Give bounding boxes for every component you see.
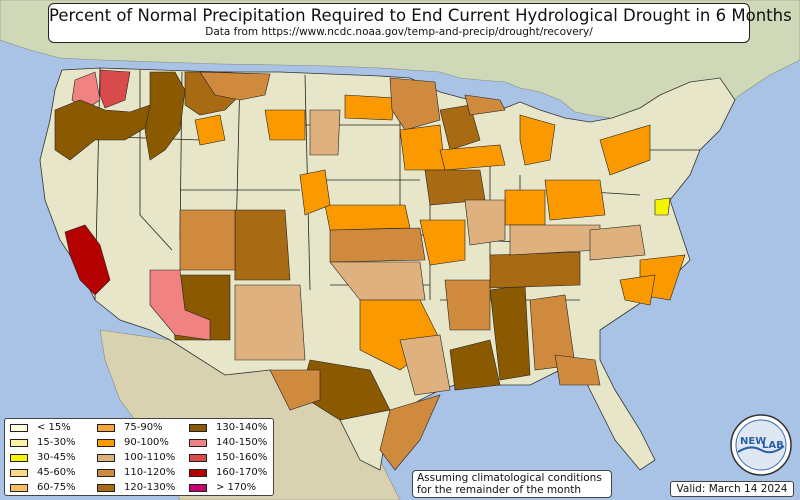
legend-label: 140-150% [216, 437, 268, 448]
region-ne [324, 204, 411, 231]
legend-label: > 170% [216, 482, 257, 493]
legend-item: 30-45% [10, 452, 76, 463]
legend-label: < 15% [37, 422, 71, 433]
region-tx-east [399, 334, 451, 396]
legend-swatch [10, 453, 28, 462]
region-tx-west [269, 369, 321, 411]
legend-item: 60-75% [10, 482, 76, 493]
legend-item: 45-60% [10, 467, 76, 478]
region-il [464, 199, 506, 246]
region-md [654, 197, 671, 216]
region-ia [439, 144, 506, 171]
legend-swatch [10, 423, 28, 432]
legend-swatch [189, 483, 207, 492]
legend-swatch [189, 423, 207, 432]
region-mn-orange [399, 124, 446, 171]
region-montana-orange [194, 114, 226, 146]
legend-swatch [10, 438, 28, 447]
legend-label: 30-45% [37, 452, 76, 463]
legend-swatch [97, 453, 115, 462]
region-ca-red [64, 224, 111, 296]
legend-item: 100-110% [97, 452, 175, 463]
region-ut [179, 209, 236, 271]
legend-label: 45-60% [37, 467, 76, 478]
region-mn [389, 77, 441, 131]
region-az-pink [149, 269, 211, 341]
region-tn [489, 251, 581, 289]
legend-label: 90-100% [124, 437, 169, 448]
legend-item: 75-90% [97, 422, 163, 433]
region-mi-lower [519, 114, 556, 166]
legend-item: < 15% [10, 422, 71, 433]
logo-text-left: NEW [740, 436, 766, 447]
region-wa-central [99, 69, 131, 109]
title-box: Percent of Normal Precipitation Required… [48, 3, 792, 43]
region-montana-east [199, 71, 271, 101]
legend-swatch [97, 468, 115, 477]
region-wi [439, 104, 481, 151]
legend-swatch [10, 468, 28, 477]
region-mi-upper [464, 94, 506, 116]
note-line-1: Assuming climatological conditions [417, 472, 602, 484]
legend-swatch [189, 468, 207, 477]
legend-item: 90-100% [97, 437, 169, 448]
legend: < 15% 15-30% 30-45% 45-60% 60-75% 75-90%… [4, 418, 274, 496]
legend-label: 150-160% [216, 452, 268, 463]
legend-item: > 170% [189, 482, 256, 493]
assumption-note: Assuming climatological conditions for t… [412, 470, 612, 498]
region-co [234, 209, 291, 281]
legend-label: 75-90% [124, 422, 163, 433]
legend-item: 15-30% [10, 437, 76, 448]
region-ks [329, 227, 426, 263]
legend-label: 110-120% [124, 467, 176, 478]
legend-item: 150-160% [189, 452, 267, 463]
legend-label: 130-140% [216, 422, 268, 433]
region-ga-coast [554, 354, 601, 386]
region-sd [309, 109, 341, 156]
region-ohio [544, 179, 606, 221]
region-nd-orange [344, 94, 396, 121]
region-sc [619, 274, 656, 306]
region-ny [599, 124, 651, 176]
newlab-logo: NEW LAB [730, 414, 792, 476]
region-ky [509, 224, 601, 256]
region-ok [329, 261, 426, 301]
legend-item: 160-170% [189, 467, 267, 478]
region-mo [419, 219, 466, 266]
legend-label: 15-30% [37, 437, 76, 448]
drought-regions [54, 69, 686, 471]
region-idaho-montana [144, 71, 186, 161]
region-nm [234, 284, 306, 361]
legend-swatch [97, 438, 115, 447]
valid-date: Valid: March 14 2024 [670, 481, 794, 497]
legend-label: 60-75% [37, 482, 76, 493]
legend-item: 140-150% [189, 437, 267, 448]
legend-swatch [189, 438, 207, 447]
legend-item: 110-120% [97, 467, 175, 478]
legend-item: 120-130% [97, 482, 175, 493]
legend-item: 130-140% [189, 422, 267, 433]
note-line-2: for the remainder of the month [417, 484, 582, 496]
logo-text-right: LAB [762, 440, 784, 451]
region-la [449, 339, 501, 391]
region-wyoming-orange [264, 109, 306, 141]
legend-label: 120-130% [124, 482, 176, 493]
legend-label: 160-170% [216, 467, 268, 478]
legend-swatch [97, 483, 115, 492]
legend-swatch [10, 483, 28, 492]
region-in [504, 189, 546, 226]
region-tx-coast [379, 394, 441, 471]
region-va [589, 224, 646, 261]
map-title: Percent of Normal Precipitation Required… [49, 6, 792, 25]
legend-label: 100-110% [124, 452, 176, 463]
region-nv-orange [299, 169, 331, 216]
map-subtitle: Data from https://www.ncdc.noaa.gov/temp… [205, 26, 593, 38]
region-ar [444, 279, 491, 331]
legend-swatch [189, 453, 207, 462]
legend-swatch [97, 423, 115, 432]
